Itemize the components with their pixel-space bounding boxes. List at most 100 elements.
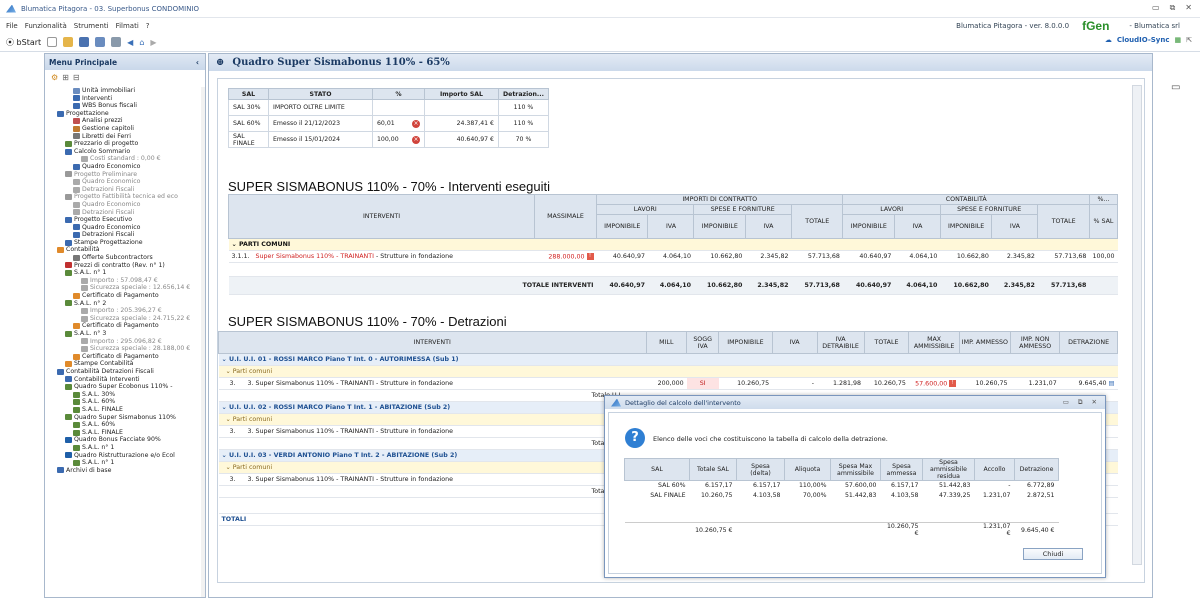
tree-item[interactable]: Offerte Subcontractors [45,254,203,262]
content-scrollbar[interactable] [1132,85,1142,565]
tree-item[interactable]: Importo : 295.096,82 € [45,338,203,346]
tree-item[interactable]: S.A.L. FINALE [45,429,203,437]
minimize-icon[interactable]: ▭ [1062,398,1069,406]
parti-comuni-row[interactable]: ⌄ Parti comuni [218,365,1118,378]
tree-item[interactable]: S.A.L. n° 1 [45,444,203,452]
tree-item[interactable]: Interventi [45,95,203,103]
restore-icon[interactable]: ⧉ [1169,3,1176,12]
table-row[interactable]: 3.1.1. Super Sismabonus 110% - TRAINANTI… [228,250,1118,263]
menu-file[interactable]: File [6,21,18,30]
tree-item[interactable]: Quadro Economico [45,201,203,209]
menu-funzionalita[interactable]: Funzionalità [24,21,67,30]
details-icon[interactable]: ▤ [1108,380,1115,387]
tree-item[interactable]: S.A.L. n° 3 [45,330,203,338]
tree-item[interactable]: Quadro Super Ecobonus 110% - [45,383,203,391]
warning-icon[interactable]: ! [586,252,594,260]
export-icon[interactable]: ⇱ [1186,36,1192,44]
tree-item[interactable]: Progetto Preliminare [45,171,203,179]
chevron-down-icon[interactable]: ⌄ [231,241,237,248]
tree-scrollbar[interactable] [201,87,205,597]
tree-item[interactable]: S.A.L. n° 1 [45,459,203,467]
expand-all-icon[interactable]: ⊞ [62,72,69,82]
close-icon[interactable]: ✕ [1091,398,1097,406]
tree-item[interactable]: Detrazioni Fiscali [45,231,203,239]
restore-icon[interactable]: ⧉ [1077,398,1083,406]
tree-item[interactable]: Detrazioni Fiscali [45,186,203,194]
tree-item[interactable]: Sicurezza speciale : 12.656,14 € [45,284,203,292]
tree-item[interactable]: Sicurezza speciale : 28.188,00 € [45,345,203,353]
forward-icon[interactable]: ▶ [150,37,157,47]
tree-item[interactable]: Contabilità Detrazioni Fiscali [45,368,203,376]
tree-item[interactable]: Quadro Bonus Facciate 90% [45,436,203,444]
menu-strumenti[interactable]: Strumenti [73,21,109,30]
save-icon[interactable] [79,37,90,47]
tree-item[interactable]: Progetto Esecutivo [45,216,203,224]
tree-item[interactable]: WBS Bonus fiscali [45,102,203,110]
tree-item[interactable]: Progettazione [45,110,203,118]
tree-item[interactable]: S.A.L. n° 2 [45,300,203,308]
table-row[interactable]: SAL 60% 6.157,17 6.157,17 110,00% 57.600,00 6… [658,482,1055,490]
tree-item[interactable]: Detrazioni Fiscali [45,209,203,217]
tree-item[interactable]: Calcolo Sommario [45,148,203,156]
tree-settings-icon[interactable]: ⚙ [51,72,59,82]
tree-item[interactable]: Sicurezza speciale : 24.715,22 € [45,315,203,323]
group-row[interactable]: ⌄ PARTI COMUNI [228,238,1118,251]
table-row[interactable]: SAL FINALE Emesso il 15/01/2024 100,00 × 40… [228,131,549,148]
tree-item[interactable]: Analisi prezzi [45,117,203,125]
menu-help[interactable]: ? [145,21,150,30]
tree-item[interactable]: Importo : 57.098,47 € [45,277,203,285]
tree-item[interactable]: Costi standard : 0,00 € [45,155,203,163]
table-row[interactable]: 3. 3. Super Sismabonus 110% - TRAINANTI … [218,377,1118,390]
table-row[interactable]: SAL 60% Emesso il 21/12/2023 60,01 × 24.387… [228,115,549,132]
table-row[interactable]: SAL FINALE 10.260,75 4.103,58 70,00% 51.442,… [650,492,1055,499]
tree-item[interactable]: Certificato di Pagamento [45,353,203,361]
close-button[interactable]: Chiudi [1023,548,1083,560]
tree-item[interactable]: Prezzi di contratto (Rev. n° 1) [45,262,203,270]
print-icon[interactable] [111,37,122,47]
tree-item[interactable]: S.A.L. FINALE [45,406,203,414]
tree-item[interactable]: Stampe Contabilità [45,360,203,368]
tree-item[interactable]: Importo : 205.396,27 € [45,307,203,315]
tree-item[interactable]: Quadro Economico [45,163,203,171]
tree-node-icon [73,209,80,216]
tree-item[interactable]: Progetto Fattibilità tecnica ed eco [45,193,203,201]
layout-icon[interactable]: ▦ [1174,36,1182,44]
tree-item[interactable]: Quadro Economico [45,178,203,186]
collapse-all-icon[interactable]: ⊟ [72,72,80,82]
warning-icon[interactable]: ! [949,379,957,387]
tree-item[interactable]: Certificato di Pagamento [45,292,203,300]
menu-filmati[interactable]: Filmati [115,21,139,30]
tree-item[interactable]: Quadro Ristrutturazione e/o Ecol [45,452,203,460]
tree-item[interactable]: Stampe Progettazione [45,239,203,247]
ui-row[interactable]: ⌄ U.I. U.I. 01 - ROSSI MARCO Piano T Int… [218,353,1118,366]
side-panel-icon[interactable]: ▭ [1171,82,1181,93]
minimize-icon[interactable]: ▭ [1152,3,1160,12]
tree-item[interactable]: Quadro Economico [45,224,203,232]
delete-sal-icon[interactable]: × [412,119,420,128]
tree-item[interactable]: Contabilità Interventi [45,376,203,384]
home-icon[interactable]: ⌂ [139,37,145,47]
tree-item[interactable]: Unità immobiliari [45,87,203,95]
tree-item[interactable]: Certificato di Pagamento [45,322,203,330]
tree-item[interactable]: S.A.L. 60% [45,421,203,429]
tree-item[interactable]: Libretti dei Ferri [45,133,203,141]
table-row[interactable]: SAL 30% IMPORTO OLTRE LIMITE 110 % [228,99,549,116]
collapse-panel-icon[interactable]: ‹ [195,57,199,67]
cloud-sync[interactable]: ☁ CloudIO-Sync ▦ ⇱ [1104,36,1192,44]
save-as-icon[interactable] [95,37,106,47]
new-icon[interactable] [47,37,58,47]
close-icon[interactable]: ✕ [1185,3,1192,12]
back-icon[interactable]: ◀ [127,37,134,47]
col-importo: Importo SAL [424,88,499,100]
bstart-button[interactable]: ⦿ bStart [6,37,42,47]
tree-item[interactable]: S.A.L. 30% [45,391,203,399]
tree-item[interactable]: S.A.L. 60% [45,398,203,406]
tree-item[interactable]: Quadro Super Sismabonus 110% [45,414,203,422]
delete-sal-icon[interactable]: × [412,135,420,144]
open-icon[interactable] [63,37,74,47]
tree-item[interactable]: S.A.L. n° 1 [45,269,203,277]
tree-item[interactable]: Archivi di base [45,467,203,475]
tree-item[interactable]: Prezzario di progetto [45,140,203,148]
tree-item[interactable]: Gestione capitoli [45,125,203,133]
tree-item[interactable]: Contabilità [45,246,203,254]
